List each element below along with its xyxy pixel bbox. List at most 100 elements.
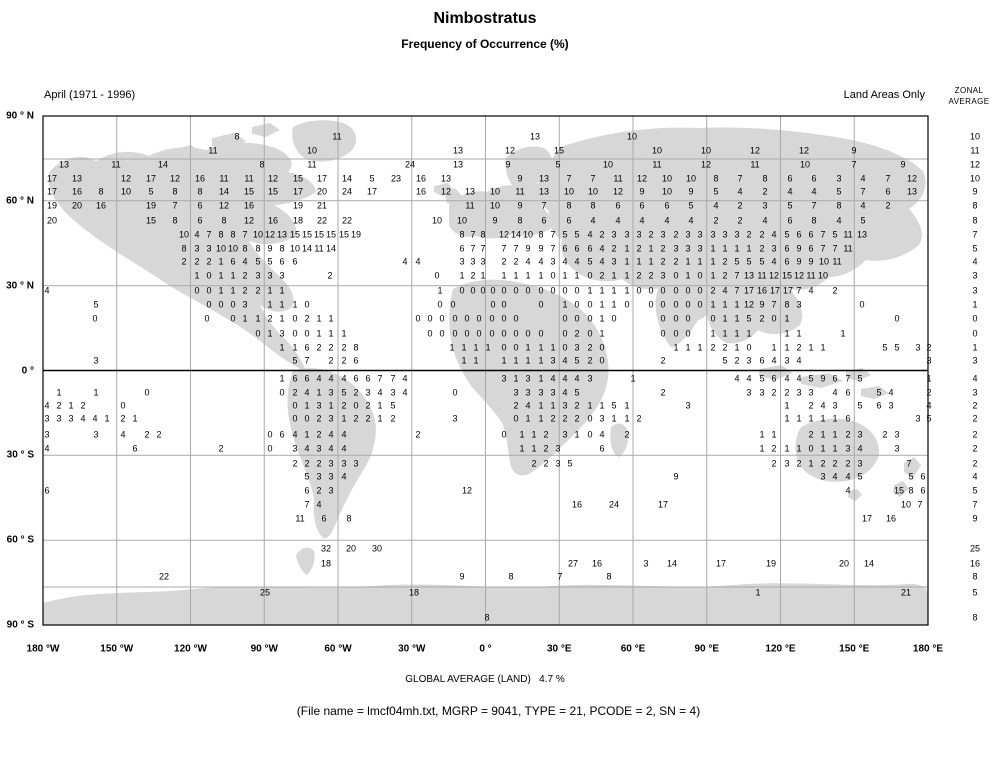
grid-value: 2 bbox=[267, 313, 273, 324]
grid-value: 2 bbox=[156, 429, 162, 440]
grid-value: 8 bbox=[811, 215, 817, 226]
grid-value: 3 bbox=[808, 387, 814, 398]
grid-value: 9 bbox=[688, 186, 694, 197]
grid-value: 14 bbox=[341, 173, 353, 184]
grid-value: 6 bbox=[292, 373, 298, 384]
grid-value: 2 bbox=[513, 400, 519, 411]
grid-value: 13 bbox=[452, 159, 464, 170]
grid-value: 0 bbox=[292, 413, 298, 424]
grid-value: 1 bbox=[771, 342, 777, 353]
grid-value: 2 bbox=[144, 429, 150, 440]
grid-value: 1 bbox=[292, 342, 298, 353]
grid-value: 13 bbox=[464, 186, 476, 197]
grid-value: 3 bbox=[525, 387, 531, 398]
grid-value: 2 bbox=[660, 256, 666, 267]
grid-value: 2 bbox=[206, 256, 212, 267]
grid-value: 10 bbox=[799, 159, 811, 170]
grid-value: 1 bbox=[304, 429, 310, 440]
grid-value: 7 bbox=[390, 373, 396, 384]
grid-value: 0 bbox=[464, 313, 470, 324]
grid-value: 3 bbox=[328, 471, 334, 482]
grid-value: 4 bbox=[845, 485, 851, 496]
grid-value: 19 bbox=[145, 200, 157, 211]
grid-value: 10 bbox=[661, 173, 673, 184]
grid-value: 3 bbox=[452, 413, 458, 424]
grid-value: 13 bbox=[856, 229, 868, 240]
grid-value: 4 bbox=[316, 499, 322, 510]
grid-value: 5 bbox=[876, 387, 882, 398]
grid-value: 3 bbox=[316, 471, 322, 482]
grid-value: 16 bbox=[415, 173, 427, 184]
grid-value: 2 bbox=[722, 256, 728, 267]
grid-value: 12 bbox=[700, 159, 712, 170]
grid-value: 7 bbox=[304, 499, 310, 510]
grid-value: 1 bbox=[673, 342, 679, 353]
grid-value: 3 bbox=[587, 373, 593, 384]
grid-value: 5 bbox=[369, 173, 375, 184]
grid-value: 0 bbox=[599, 355, 605, 366]
grid-value: 1 bbox=[279, 313, 285, 324]
grid-value: 8 bbox=[181, 243, 187, 254]
grid-value: 2 bbox=[415, 429, 421, 440]
grid-value: 6 bbox=[197, 215, 203, 226]
grid-value: 4 bbox=[341, 373, 347, 384]
grid-value: 8 bbox=[230, 229, 236, 240]
lon-axis-label: 180 °E bbox=[912, 643, 944, 655]
grid-value: 0 bbox=[144, 387, 150, 398]
grid-value: 2 bbox=[328, 355, 334, 366]
grid-value: 4 bbox=[562, 373, 568, 384]
grid-value: 18 bbox=[408, 587, 420, 598]
grid-value: 3 bbox=[555, 443, 561, 454]
grid-value: 5 bbox=[746, 256, 752, 267]
grid-value: 3 bbox=[550, 387, 556, 398]
grid-value: 0 bbox=[292, 328, 298, 339]
grid-value: 5 bbox=[857, 400, 863, 411]
grid-value: 15 bbox=[553, 145, 565, 156]
grid-value: 4 bbox=[525, 400, 531, 411]
zonal-average-value: 0 bbox=[972, 313, 978, 324]
grid-value: 1 bbox=[501, 270, 507, 281]
grid-value: 6 bbox=[304, 373, 310, 384]
zonal-average-value: 3 bbox=[972, 270, 978, 281]
grid-value: 1 bbox=[840, 328, 846, 339]
grid-value: 1 bbox=[611, 413, 617, 424]
grid-value: 1 bbox=[832, 443, 838, 454]
grid-value: 2 bbox=[341, 355, 347, 366]
grid-value: 6 bbox=[876, 400, 882, 411]
grid-value: 24 bbox=[608, 499, 620, 510]
grid-value: 4 bbox=[860, 173, 866, 184]
grid-value: 2 bbox=[796, 342, 802, 353]
grid-value: 7 bbox=[541, 200, 547, 211]
land-iceland bbox=[434, 183, 453, 196]
grid-value: 14 bbox=[325, 243, 337, 254]
grid-value: 16 bbox=[571, 499, 583, 510]
grid-value: 6 bbox=[566, 215, 572, 226]
grid-value: 1 bbox=[808, 342, 814, 353]
land-british-isles bbox=[445, 188, 462, 206]
land-africa bbox=[449, 279, 609, 476]
grid-value: 4 bbox=[341, 443, 347, 454]
lon-axis-label: 120 °E bbox=[765, 643, 796, 655]
zonal-average-value: 5 bbox=[972, 243, 978, 254]
grid-value: 3 bbox=[328, 387, 334, 398]
grid-value: 7 bbox=[172, 200, 178, 211]
grid-value: 6 bbox=[771, 373, 777, 384]
grid-value: 19 bbox=[292, 200, 304, 211]
grid-value: 15 bbox=[289, 229, 301, 240]
grid-value: 2 bbox=[648, 229, 654, 240]
grid-value: 3 bbox=[267, 270, 273, 281]
grid-value: 1 bbox=[538, 413, 544, 424]
grid-value: 10 bbox=[306, 145, 318, 156]
grid-value: 4 bbox=[194, 229, 200, 240]
grid-value: 6 bbox=[885, 186, 891, 197]
grid-value: 12 bbox=[906, 173, 918, 184]
grid-value: 3 bbox=[710, 229, 716, 240]
grid-value: 8 bbox=[234, 131, 240, 142]
grid-value: 8 bbox=[508, 571, 514, 582]
grid-value: 14 bbox=[218, 186, 230, 197]
grid-value: 20 bbox=[345, 543, 357, 554]
grid-value: 12 bbox=[612, 186, 624, 197]
grid-value: 15 bbox=[292, 173, 304, 184]
grid-value: 3 bbox=[68, 413, 74, 424]
grid-value: 0 bbox=[574, 285, 580, 296]
